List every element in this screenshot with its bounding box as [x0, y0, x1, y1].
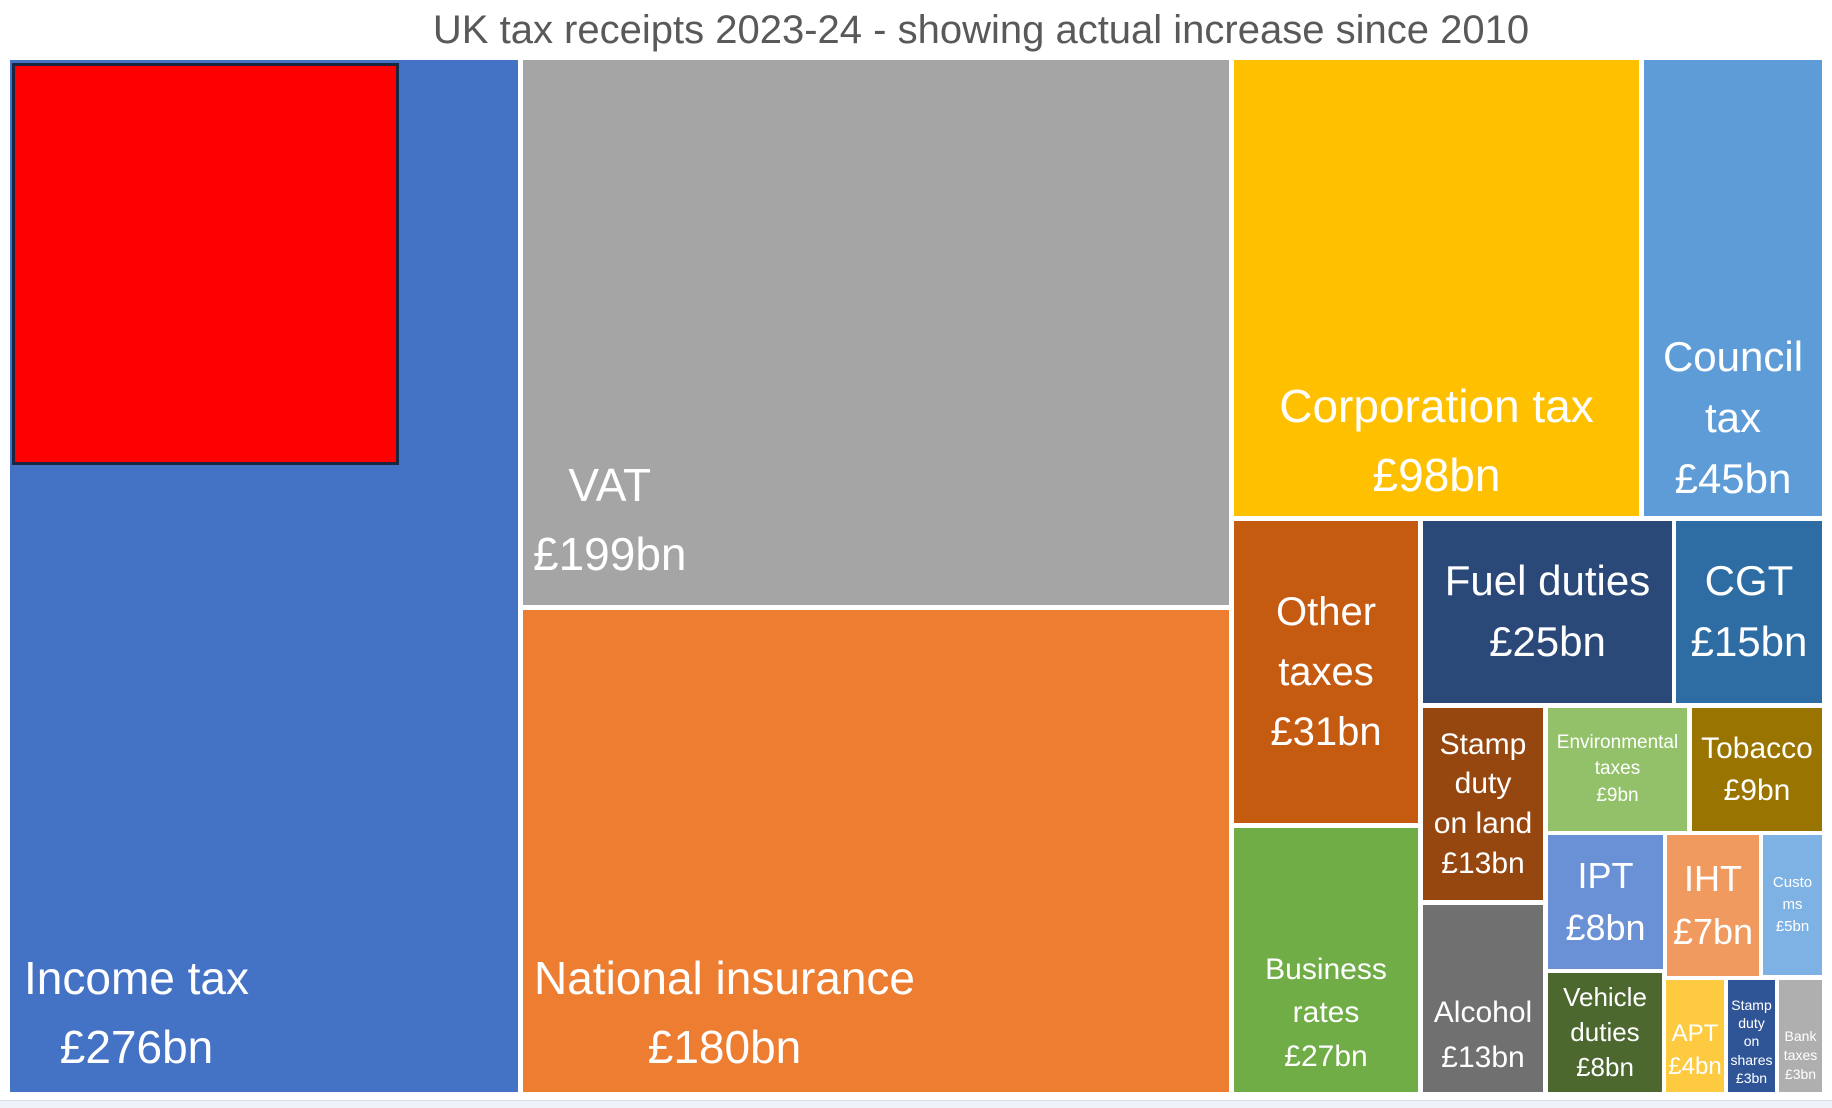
tile-label-line: duties — [1570, 1016, 1640, 1047]
tile-label-line: CGT — [1704, 557, 1794, 605]
tile-label-line: on land — [1433, 807, 1533, 840]
tile-label-line: Corporation tax — [1279, 380, 1594, 432]
tile-label-line: National insurance — [534, 952, 916, 1004]
tile-label-line: Environmental — [1556, 731, 1679, 753]
tile-label-line: £7bn — [1672, 910, 1754, 952]
tile-ipt: IPT £8bn — [1548, 835, 1663, 969]
tile-label-line: tax — [1704, 394, 1762, 442]
tile-label-income-tax: Income tax £276bn — [24, 944, 249, 1082]
tile-customs: Custo ms £5bn — [1763, 835, 1822, 975]
tile-label-line: Alcohol — [1433, 996, 1533, 1029]
tile-label-line: £9bn — [1723, 773, 1791, 807]
tile-label-national-insurance: National insurance £180bn — [534, 944, 915, 1082]
tile-label-tobacco: Tobacco £9bn — [1701, 728, 1813, 812]
tile-label-line: taxes — [1594, 758, 1641, 780]
tile-label-ipt: IPT £8bn — [1565, 850, 1645, 954]
tile-label-other-taxes: Other taxes £31bn — [1270, 582, 1381, 762]
tile-label-line: IPT — [1577, 854, 1634, 896]
tile-label-line: £8bn — [1565, 907, 1646, 948]
increase-overlay-square — [12, 63, 399, 465]
tile-label-line: £8bn — [1576, 1052, 1634, 1083]
bottom-strip — [0, 1100, 1832, 1108]
tile-label-line: £3bn — [1784, 1066, 1817, 1083]
tile-label-line: £199bn — [533, 528, 687, 580]
tile-label-vehicle-duties: Vehicle duties £8bn — [1563, 980, 1647, 1085]
tile-label-line: £180bn — [647, 1021, 802, 1073]
tile-label-line: IHT — [1684, 858, 1742, 900]
tile-label-cgt: CGT £15bn — [1691, 551, 1808, 673]
tile-label-line: Bank — [1784, 1028, 1817, 1045]
tile-label-line: shares — [1730, 1051, 1773, 1068]
tile-label-fuel-duties: Fuel duties £25bn — [1445, 551, 1650, 673]
tile-label-council-tax: Council tax £45bn — [1644, 327, 1822, 510]
tile-stamp-duty-on-shares: Stamp duty on shares £3bn — [1728, 980, 1775, 1092]
tile-label-line: APT — [1671, 1019, 1719, 1047]
tile-iht: IHT £7bn — [1667, 835, 1759, 976]
chart-title: UK tax receipts 2023-24 - showing actual… — [432, 8, 1530, 52]
tile-label-line: duty — [1738, 1015, 1765, 1032]
tile-council-tax: Council tax £45bn — [1644, 60, 1822, 516]
tile-stamp-duty-on-land: Stamp duty on land £13bn — [1423, 708, 1543, 900]
tile-label-line: Income tax — [24, 952, 249, 1004]
tile-label-line: £27bn — [1284, 1039, 1368, 1073]
tile-label-line: rates — [1292, 996, 1360, 1029]
tile-label-line: Vehicle — [1563, 981, 1647, 1012]
tile-label-line: £3bn — [1735, 1069, 1768, 1086]
tile-label-line: £9bn — [1596, 784, 1639, 806]
tile-label-business-rates: Business rates £27bn — [1234, 948, 1418, 1079]
tile-bank-taxes: Bank taxes £3bn — [1779, 980, 1822, 1092]
tile-label-line: Fuel duties — [1444, 557, 1651, 605]
tile-cgt: CGT £15bn — [1676, 521, 1822, 703]
tile-label-line: Business — [1265, 952, 1387, 986]
tile-label-line: Tobacco — [1701, 731, 1813, 765]
tile-label-alcohol: Alcohol £13bn — [1423, 990, 1543, 1080]
tile-label-vat: VAT £199bn — [533, 451, 687, 589]
tile-label-line: duty — [1454, 767, 1512, 801]
tile-label-line: Stamp — [1731, 997, 1772, 1014]
tile-label-line: £31bn — [1270, 710, 1382, 754]
tile-label-customs: Custo ms £5bn — [1773, 872, 1812, 937]
tile-label-line: VAT — [568, 459, 652, 511]
tile-label-line: £276bn — [59, 1021, 214, 1073]
tile-national-insurance: National insurance £180bn — [523, 610, 1229, 1092]
tile-label-line: £5bn — [1775, 917, 1810, 935]
tile-label-line: £98bn — [1372, 449, 1501, 501]
tile-label-line: ms — [1782, 896, 1803, 914]
tile-business-rates: Business rates £27bn — [1234, 828, 1418, 1092]
tile-label-stamp-duty-on-land: Stamp duty on land £13bn — [1434, 725, 1532, 883]
tile-label-bank-taxes: Bank taxes £3bn — [1779, 1027, 1822, 1084]
tile-label-iht: IHT £7bn — [1673, 853, 1753, 957]
tile-fuel-duties: Fuel duties £25bn — [1423, 521, 1672, 703]
tile-label-line: Council — [1662, 333, 1804, 381]
tile-label-line: £13bn — [1441, 846, 1525, 880]
tile-vehicle-duties: Vehicle duties £8bn — [1548, 973, 1662, 1092]
tile-label-line: £13bn — [1441, 1041, 1525, 1074]
tile-label-line: Custo — [1772, 874, 1813, 892]
tile-alcohol: Alcohol £13bn — [1423, 905, 1543, 1092]
tile-other-taxes: Other taxes £31bn — [1234, 521, 1418, 823]
tile-label-apt: APT £4bn — [1666, 1017, 1724, 1084]
tile-label-line: Stamp — [1439, 727, 1527, 761]
tile-label-environmental-taxes: Environmental taxes £9bn — [1557, 730, 1678, 810]
tile-label-line: £45bn — [1674, 455, 1792, 503]
tile-label-line: £25bn — [1489, 618, 1606, 665]
tile-label-line: taxes — [1783, 1047, 1818, 1064]
tile-corporation-tax: Corporation tax £98bn — [1234, 60, 1639, 516]
tile-label-line: Other — [1275, 590, 1377, 634]
tile-label-line: £4bn — [1668, 1053, 1722, 1081]
tile-label-line: on — [1743, 1033, 1760, 1050]
tile-tobacco: Tobacco £9bn — [1692, 708, 1822, 831]
tile-apt: APT £4bn — [1666, 980, 1724, 1092]
tile-label-line: taxes — [1278, 650, 1374, 694]
tile-label-line: £15bn — [1690, 618, 1808, 665]
tile-vat: VAT £199bn — [523, 60, 1229, 605]
tile-label-corporation-tax: Corporation tax £98bn — [1234, 372, 1639, 510]
tile-label-stamp-duty-on-shares: Stamp duty on shares £3bn — [1728, 996, 1775, 1087]
tile-environmental-taxes: Environmental taxes £9bn — [1548, 708, 1687, 831]
